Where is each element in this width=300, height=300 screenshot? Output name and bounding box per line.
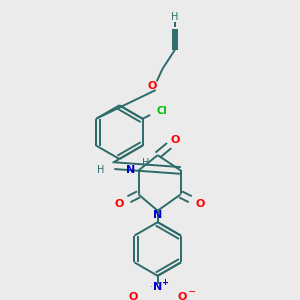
Text: O: O bbox=[147, 81, 157, 91]
Text: N: N bbox=[153, 282, 162, 292]
Text: H: H bbox=[97, 166, 104, 176]
Text: O: O bbox=[115, 199, 124, 209]
Text: N: N bbox=[126, 166, 136, 176]
Text: O: O bbox=[195, 199, 205, 209]
Text: H: H bbox=[171, 12, 178, 22]
Text: O: O bbox=[170, 135, 180, 145]
Text: H: H bbox=[142, 158, 150, 168]
Text: +: + bbox=[161, 278, 168, 287]
Text: O: O bbox=[128, 292, 137, 300]
Text: −: − bbox=[188, 287, 196, 297]
Text: O: O bbox=[178, 292, 187, 300]
Text: Cl: Cl bbox=[156, 106, 167, 116]
Text: N: N bbox=[153, 209, 162, 220]
